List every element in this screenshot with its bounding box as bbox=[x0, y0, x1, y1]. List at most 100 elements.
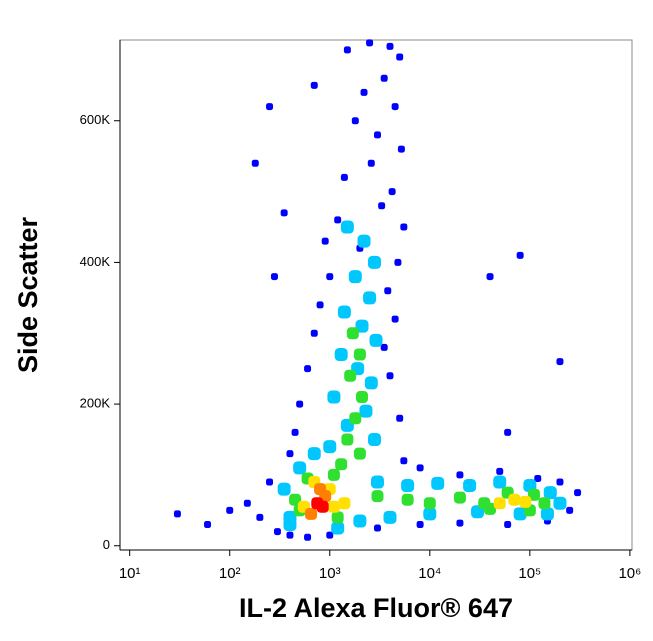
density-cell bbox=[327, 390, 341, 404]
density-cell bbox=[380, 343, 388, 351]
y-tick-label: 600K bbox=[80, 112, 111, 127]
density-cell bbox=[327, 500, 340, 513]
density-cell bbox=[340, 220, 354, 234]
density-cell bbox=[266, 478, 274, 486]
x-tick-label: 10¹ bbox=[119, 565, 141, 582]
density-cell bbox=[356, 391, 369, 403]
x-tick-label: 10⁶ bbox=[618, 565, 641, 582]
y-tick-label: 0 bbox=[103, 537, 110, 552]
density-cell bbox=[496, 467, 504, 475]
density-cell bbox=[353, 447, 366, 460]
density-cell bbox=[366, 39, 374, 47]
density-cell bbox=[540, 507, 554, 521]
density-cell bbox=[327, 468, 340, 481]
density-cell bbox=[270, 273, 278, 281]
density-cell bbox=[373, 524, 381, 532]
density-cell bbox=[344, 369, 357, 382]
density-cell bbox=[369, 333, 383, 347]
density-cell bbox=[273, 528, 281, 536]
density-cell bbox=[343, 46, 351, 54]
density-cell bbox=[394, 258, 402, 266]
density-cell bbox=[173, 510, 181, 518]
density-marks bbox=[173, 39, 582, 541]
density-cell bbox=[360, 88, 368, 96]
density-cell bbox=[316, 301, 324, 309]
density-cell bbox=[310, 81, 318, 89]
y-tick-label: 400K bbox=[80, 254, 111, 269]
density-cell bbox=[296, 400, 304, 408]
density-cell bbox=[291, 428, 299, 436]
x-tick-label: 10² bbox=[219, 565, 241, 582]
density-cell bbox=[388, 188, 396, 196]
density-cell bbox=[337, 305, 351, 319]
density-cell bbox=[353, 348, 366, 361]
density-cell bbox=[335, 458, 348, 471]
density-cell bbox=[368, 433, 382, 446]
density-cell bbox=[293, 461, 307, 475]
density-cell bbox=[304, 533, 312, 541]
density-cell bbox=[504, 521, 512, 528]
density-cell bbox=[364, 376, 378, 390]
density-cell bbox=[423, 507, 437, 521]
density-cell bbox=[508, 493, 521, 506]
density-cell bbox=[310, 329, 318, 337]
density-cell bbox=[456, 471, 464, 479]
density-cell bbox=[323, 440, 337, 454]
density-cell bbox=[341, 433, 354, 446]
density-cell bbox=[289, 493, 302, 506]
density-cell bbox=[401, 479, 415, 493]
density-cell bbox=[316, 500, 329, 513]
density-cell bbox=[519, 495, 532, 508]
density-cell bbox=[391, 103, 399, 111]
density-cell bbox=[527, 488, 540, 501]
density-cell bbox=[378, 202, 386, 210]
density-cell bbox=[453, 491, 466, 504]
density-cell bbox=[314, 483, 327, 496]
x-tick-label: 10⁵ bbox=[518, 565, 541, 582]
density-cell bbox=[397, 145, 405, 153]
density-cell bbox=[456, 519, 464, 527]
density-cell bbox=[486, 273, 494, 281]
density-cell bbox=[331, 521, 345, 535]
density-cell bbox=[396, 53, 404, 61]
density-cell bbox=[363, 291, 377, 305]
density-cell bbox=[370, 475, 384, 489]
density-cell bbox=[556, 358, 564, 366]
x-axis-title: IL-2 Alexa Fluor® 647 bbox=[239, 593, 513, 623]
density-cell bbox=[516, 251, 524, 259]
density-cell bbox=[423, 497, 436, 510]
density-cell bbox=[380, 74, 388, 82]
density-cell bbox=[359, 404, 373, 418]
density-cell bbox=[351, 117, 359, 125]
density-cell bbox=[349, 412, 362, 425]
density-cell bbox=[304, 365, 312, 373]
density-cell bbox=[348, 270, 362, 284]
density-cell bbox=[431, 476, 445, 490]
density-cell bbox=[373, 131, 381, 139]
density-cell bbox=[566, 506, 574, 514]
density-cell bbox=[338, 497, 351, 510]
density-cell bbox=[384, 287, 392, 295]
density-cell bbox=[283, 518, 297, 531]
density-cell bbox=[357, 234, 371, 248]
density-cell bbox=[400, 223, 408, 231]
density-cell bbox=[286, 531, 294, 539]
density-cell bbox=[493, 475, 507, 489]
density-cell bbox=[331, 511, 344, 524]
density-cell bbox=[386, 42, 394, 50]
density-cell bbox=[416, 521, 424, 528]
density-cell bbox=[243, 499, 251, 507]
density-cell bbox=[251, 159, 259, 167]
density-cell bbox=[391, 315, 399, 323]
density-cell bbox=[543, 486, 557, 500]
density-cell bbox=[334, 216, 342, 224]
density-cell bbox=[266, 103, 274, 111]
density-cell bbox=[574, 489, 582, 497]
density-cell bbox=[346, 327, 359, 340]
density-cell bbox=[367, 159, 375, 167]
density-cell bbox=[396, 414, 404, 422]
density-cell bbox=[280, 209, 288, 217]
density-cell bbox=[256, 513, 264, 521]
x-tick-label: 10⁴ bbox=[418, 565, 441, 582]
